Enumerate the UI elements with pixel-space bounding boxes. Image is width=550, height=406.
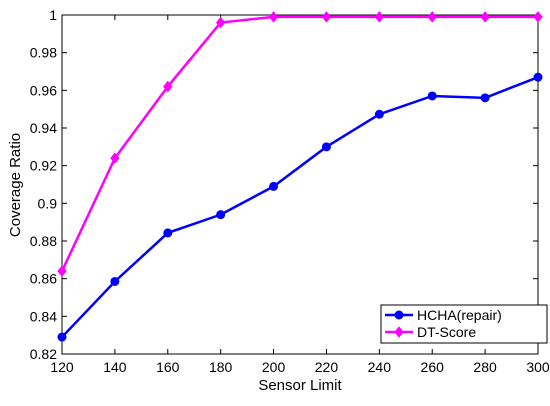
x-tick-label: 180 [209, 359, 233, 375]
data-point [163, 80, 173, 93]
y-tick-label: 0.98 [30, 45, 57, 61]
data-point [427, 91, 437, 101]
x-axis-label: Sensor Limit [258, 377, 342, 394]
data-point [269, 181, 279, 191]
data-point [533, 72, 543, 82]
legend-marker [394, 326, 404, 338]
data-point [268, 11, 279, 23]
data-point [374, 11, 384, 23]
series-line [60, 15, 538, 272]
legend-marker [394, 310, 404, 320]
data-point [110, 276, 120, 286]
data-point [321, 142, 331, 152]
y-axis-label: Coverage Ratio [7, 133, 24, 237]
x-tick-label: 220 [315, 359, 339, 375]
data-point [427, 11, 437, 23]
data-point [480, 11, 490, 23]
y-tick-label: 0.86 [30, 271, 57, 287]
x-tick-label: 200 [262, 359, 286, 375]
y-tick-label: 0.82 [30, 346, 57, 362]
legend-label: HCHA(repair) [417, 307, 502, 323]
x-tick-label: 160 [156, 359, 180, 375]
data-point [57, 332, 67, 342]
data-point [110, 152, 120, 164]
x-tick-label: 260 [421, 359, 445, 375]
data-point [374, 109, 384, 119]
y-tick-label: 0.92 [30, 158, 57, 174]
data-point [321, 11, 332, 23]
y-tick-label: 0.9 [38, 195, 58, 211]
x-tick-label: 240 [368, 359, 392, 375]
x-tick-label: 280 [473, 359, 497, 375]
data-point [533, 11, 543, 23]
data-point [216, 210, 226, 220]
plot-frame [61, 14, 539, 355]
series-line [61, 75, 539, 338]
x-tick-label: 300 [526, 359, 550, 375]
legend-box [380, 304, 548, 344]
x-tick-label: 140 [103, 359, 127, 375]
x-tick-label: 120 [50, 359, 74, 375]
data-point [57, 265, 67, 277]
data-point [216, 16, 226, 29]
y-tick-label: 0.94 [30, 120, 57, 136]
y-tick-label: 0.84 [30, 308, 57, 324]
y-tick-label: 1 [49, 7, 57, 23]
legend-label: DT-Score [417, 324, 476, 340]
y-tick-label: 0.96 [30, 82, 57, 98]
data-point [163, 228, 173, 238]
y-tick-label: 0.88 [30, 233, 57, 249]
data-point [480, 93, 490, 103]
